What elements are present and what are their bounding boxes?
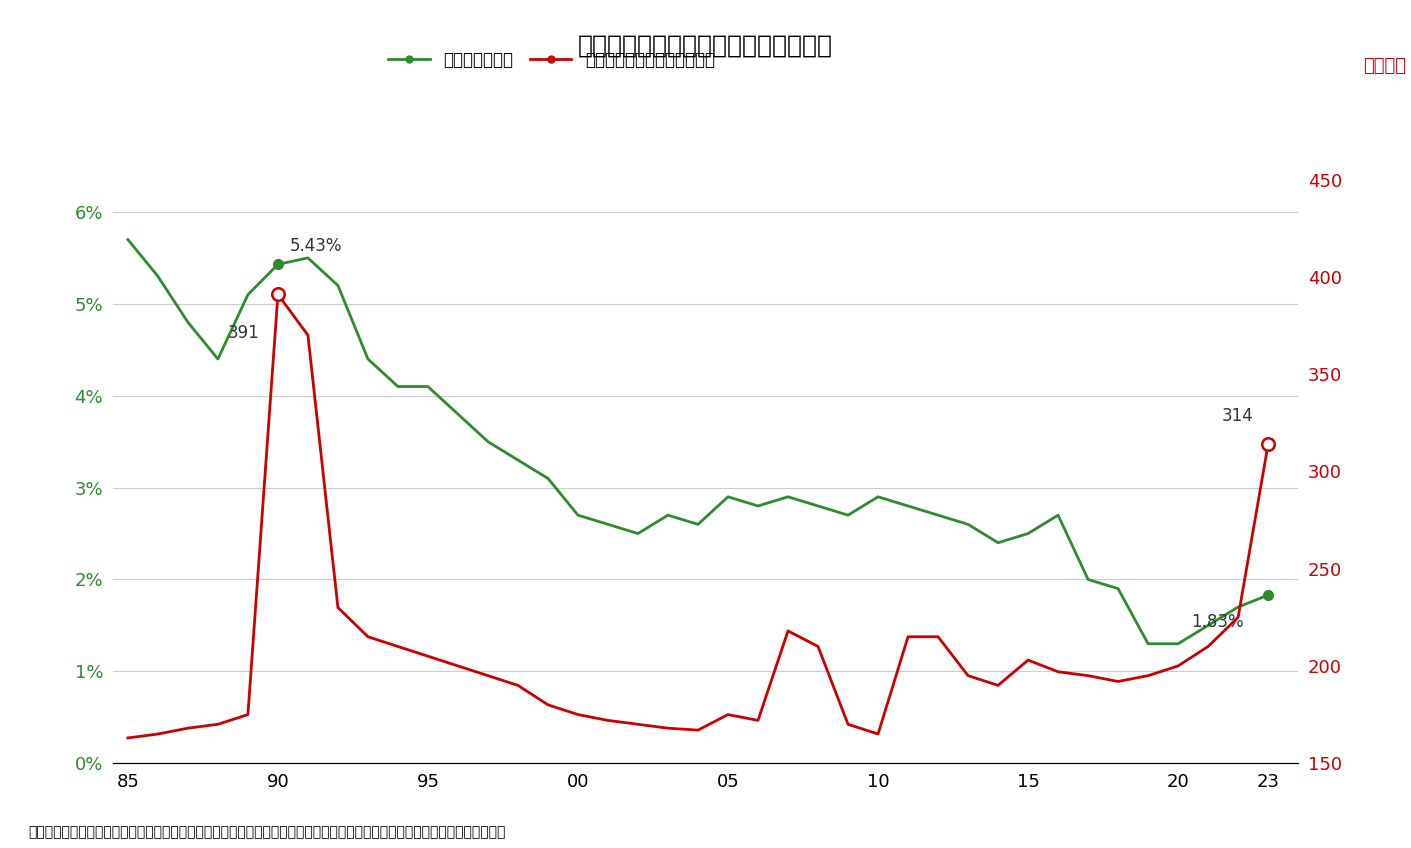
Text: 1.83%: 1.83% — [1191, 613, 1245, 632]
Text: 314: 314 — [1222, 407, 1253, 425]
Legend: 住宅ローン金利, 住宅ローン返済年額（右軸）: 住宅ローン金利, 住宅ローン返済年額（右軸） — [381, 44, 721, 75]
Text: 391: 391 — [229, 324, 260, 342]
Text: （出所）不動産経済研究所「首都圈新築分譲マンション市場動向」、住宅金融支援機構をもとにニッセイ基礎研究所が加工作成: （出所）不動産経済研究所「首都圈新築分譲マンション市場動向」、住宅金融支援機構を… — [28, 825, 505, 840]
Text: 5.43%: 5.43% — [289, 237, 343, 255]
Text: 図表２　住宅ローン金利と年間返済額: 図表２ 住宅ローン金利と年間返済額 — [579, 34, 832, 58]
Text: （万円）: （万円） — [1363, 58, 1407, 75]
